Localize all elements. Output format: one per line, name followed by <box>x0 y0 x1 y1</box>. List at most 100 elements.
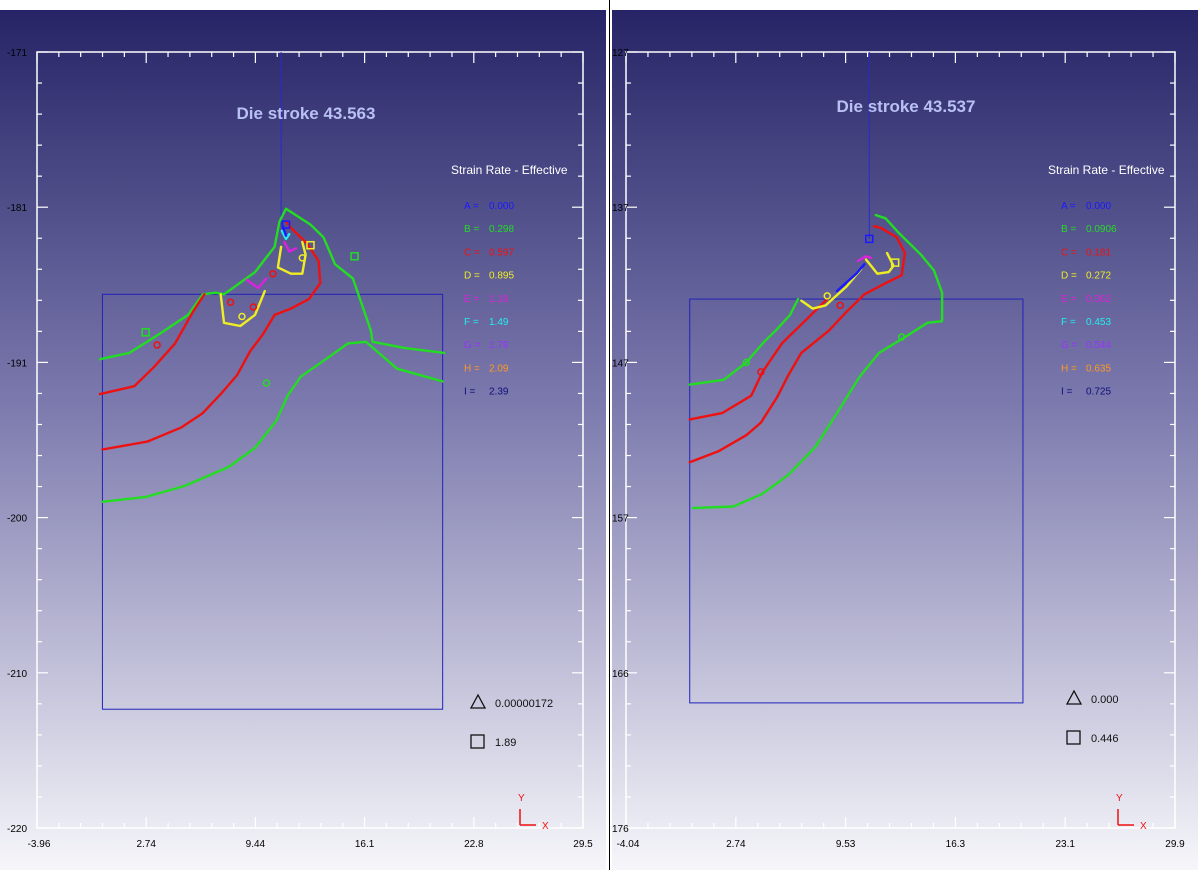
contour-circle-marker <box>153 341 161 349</box>
y-tick-label: -171 <box>7 48 27 59</box>
max-square-icon <box>470 734 485 749</box>
contour-square-marker <box>141 328 150 337</box>
legend-key: G = <box>464 340 481 351</box>
contour-line-B <box>98 207 446 361</box>
legend-key: C = <box>1061 247 1077 258</box>
min-triangle-icon <box>469 693 487 709</box>
contour-square-marker <box>306 240 315 250</box>
chart-title: Die stroke 43.537 <box>837 97 976 116</box>
legend-key: H = <box>1061 363 1077 374</box>
legend-title: Strain Rate - Effective <box>1048 163 1165 177</box>
y-tick-label: 166 <box>612 669 629 680</box>
y-tick-label: -191 <box>7 358 27 369</box>
y-tick-label: 147 <box>612 358 629 369</box>
axis-indicator-x-label: X <box>1140 821 1147 832</box>
legend-value: 0.181 <box>1086 247 1111 258</box>
contour-square-marker <box>865 234 874 244</box>
contour-circle-marker <box>897 333 906 341</box>
legend-value: 0.0906 <box>1086 224 1117 235</box>
legend-key: F = <box>1061 317 1076 328</box>
y-tick-label: -200 <box>7 514 27 525</box>
max-square-icon <box>1066 730 1081 745</box>
legend-value: 0.272 <box>1086 271 1111 282</box>
contour-line-D <box>219 289 266 328</box>
axis-indicator-y-label: Y <box>518 793 525 804</box>
contour-line-D <box>276 240 307 275</box>
x-tick-label: 9.53 <box>836 839 856 850</box>
legend-key: B = <box>464 224 479 235</box>
legend-value: 1.19 <box>489 294 509 305</box>
x-tick-label: -3.96 <box>28 839 51 850</box>
panel-divider <box>609 0 610 870</box>
axis-indicator-y-label: Y <box>1116 793 1123 804</box>
legend-value: 0.725 <box>1086 387 1111 398</box>
x-tick-label: 23.1 <box>1055 839 1075 850</box>
legend-key: B = <box>1061 224 1076 235</box>
legend-value: 1.49 <box>489 317 509 328</box>
left-plot-panel: -3.96 2.74 9.44 16.1 22.8 29.5 -171 -181 -191 -20… <box>0 10 606 870</box>
legend-key: I = <box>1061 387 1073 398</box>
y-tick-label: 157 <box>612 514 629 525</box>
contour-circle-marker <box>249 303 258 311</box>
plot-background <box>0 10 606 870</box>
legend-value: 2.09 <box>489 363 509 374</box>
max-value: 0.446 <box>1091 733 1119 745</box>
contour-circle-marker <box>269 269 277 278</box>
contour-circle-marker <box>226 298 235 306</box>
contour-line-B <box>101 340 444 503</box>
legend-value: 0.298 <box>489 224 514 235</box>
workpiece-outline <box>689 298 1024 704</box>
contour-square-marker <box>890 258 900 267</box>
legend-key: E = <box>464 294 479 305</box>
legend-value: 0.362 <box>1086 294 1111 305</box>
x-tick-label: -4.04 <box>617 839 640 850</box>
min-triangle-icon <box>1065 689 1083 705</box>
contour-line-C <box>101 220 322 451</box>
contour-square-marker <box>350 252 359 261</box>
contour-square-marker <box>281 220 291 229</box>
x-tick-label: 29.5 <box>573 839 593 850</box>
contour-line-E <box>283 240 297 253</box>
legend-value: 0.895 <box>489 271 514 282</box>
plot-background <box>612 10 1198 870</box>
contour-line-F <box>280 229 291 241</box>
right-plot-panel: -4.04 2.74 9.53 16.3 23.1 29.9 127 137 147 157 166… <box>612 0 1198 870</box>
contour-line-C <box>688 224 907 464</box>
legend-value: 2.39 <box>489 387 509 398</box>
x-tick-label: 2.74 <box>136 839 156 850</box>
x-tick-label: 16.1 <box>355 839 375 850</box>
legend-key: A = <box>1061 201 1076 212</box>
contour-circle-marker <box>836 301 844 310</box>
contour-circle-marker <box>742 358 751 367</box>
legend-key: A = <box>464 201 479 212</box>
y-tick-label: 127 <box>612 48 629 59</box>
max-value: 1.89 <box>495 737 516 749</box>
x-tick-label: 29.9 <box>1165 839 1185 850</box>
y-tick-label: -210 <box>7 669 27 680</box>
legend-key: H = <box>464 363 480 374</box>
contour-line-E <box>245 277 268 290</box>
y-tick-label: -220 <box>7 824 27 835</box>
legend-value: 0.000 <box>1086 201 1111 212</box>
legend-key: D = <box>1061 271 1077 282</box>
contour-circle-marker <box>238 312 246 321</box>
left-contour-chart: -3.96 2.74 9.44 16.1 22.8 29.5 -171 -181 -191 -20… <box>0 10 606 870</box>
contour-circle-marker <box>823 292 831 300</box>
legend-key: F = <box>464 317 479 328</box>
legend-key: I = <box>464 387 476 398</box>
legend-value: 0.597 <box>489 247 514 258</box>
plot-frame <box>36 51 584 829</box>
y-tick-label: 137 <box>612 203 629 214</box>
plot-frame <box>625 51 1176 829</box>
right-contour-chart: -4.04 2.74 9.53 16.3 23.1 29.9 127 137 147 157 166… <box>612 10 1198 870</box>
legend-value: 0.453 <box>1086 317 1111 328</box>
legend-value: 1.79 <box>489 340 509 351</box>
min-value: 0.00000172 <box>495 698 553 710</box>
x-tick-label: 22.8 <box>464 839 484 850</box>
legend-value: 0.635 <box>1086 363 1111 374</box>
legend-value: 0.544 <box>1086 340 1111 351</box>
x-tick-label: 9.44 <box>246 839 266 850</box>
legend-key: C = <box>464 247 480 258</box>
x-tick-label: 16.3 <box>946 839 966 850</box>
min-value: 0.000 <box>1091 694 1119 706</box>
